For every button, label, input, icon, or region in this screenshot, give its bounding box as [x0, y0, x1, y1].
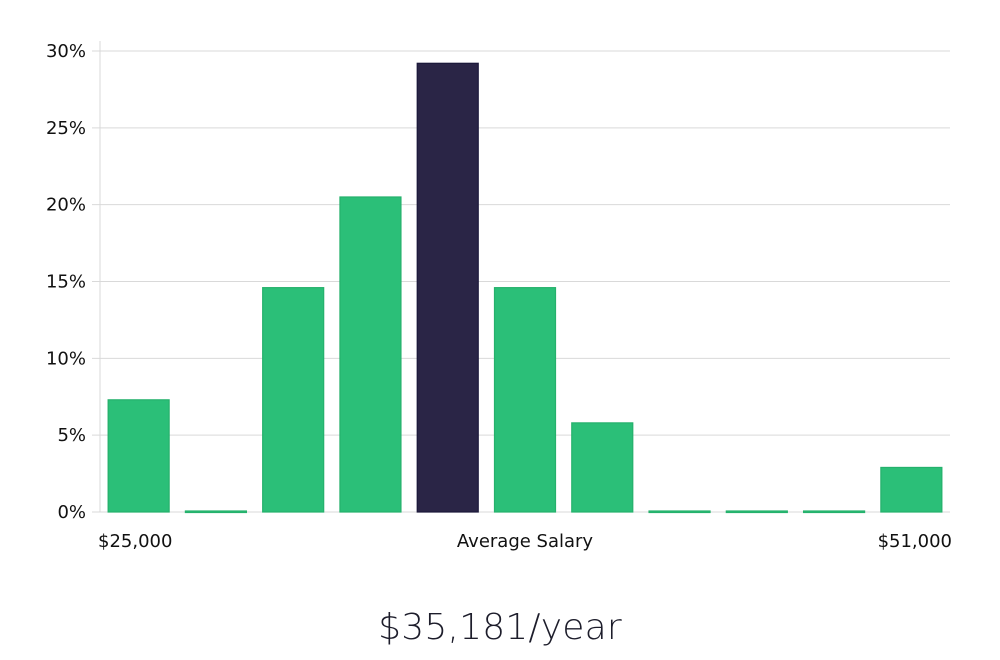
- salary-bar: [184, 510, 248, 514]
- y-axis-tick-label: 25%: [46, 118, 86, 139]
- x-axis-max-label: $51,000: [878, 531, 952, 552]
- salary-bar: [107, 399, 170, 513]
- salary-bar: [880, 466, 943, 513]
- y-axis-tick-label: 20%: [46, 195, 86, 216]
- salary-distribution-chart: 0% 5% 10% 15% 20% 25% 30% $25,000 Average Sala…: [46, 41, 952, 552]
- salary-bar: [262, 287, 325, 513]
- y-axis-tick-label: 15%: [46, 272, 86, 293]
- average-salary-bar: [416, 62, 479, 513]
- y-axis-tick-label: 0%: [57, 502, 86, 523]
- y-axis-tick-label: 30%: [46, 41, 86, 62]
- salary-bar: [339, 196, 402, 513]
- salary-bar: [725, 510, 788, 514]
- salary-bar: [802, 510, 866, 514]
- x-axis-center-label: Average Salary: [457, 531, 594, 552]
- histogram-bars: [107, 62, 943, 514]
- average-salary-headline: $35,181/year: [378, 607, 622, 648]
- x-axis-min-label: $25,000: [98, 531, 172, 552]
- y-axis-tick-label: 10%: [46, 348, 86, 369]
- y-axis-tick-label: 5%: [57, 425, 86, 446]
- salary-bar: [571, 422, 634, 513]
- salary-bar: [493, 287, 557, 513]
- y-axis-tick-labels: 0% 5% 10% 15% 20% 25% 30%: [46, 41, 86, 523]
- salary-bar: [648, 510, 711, 514]
